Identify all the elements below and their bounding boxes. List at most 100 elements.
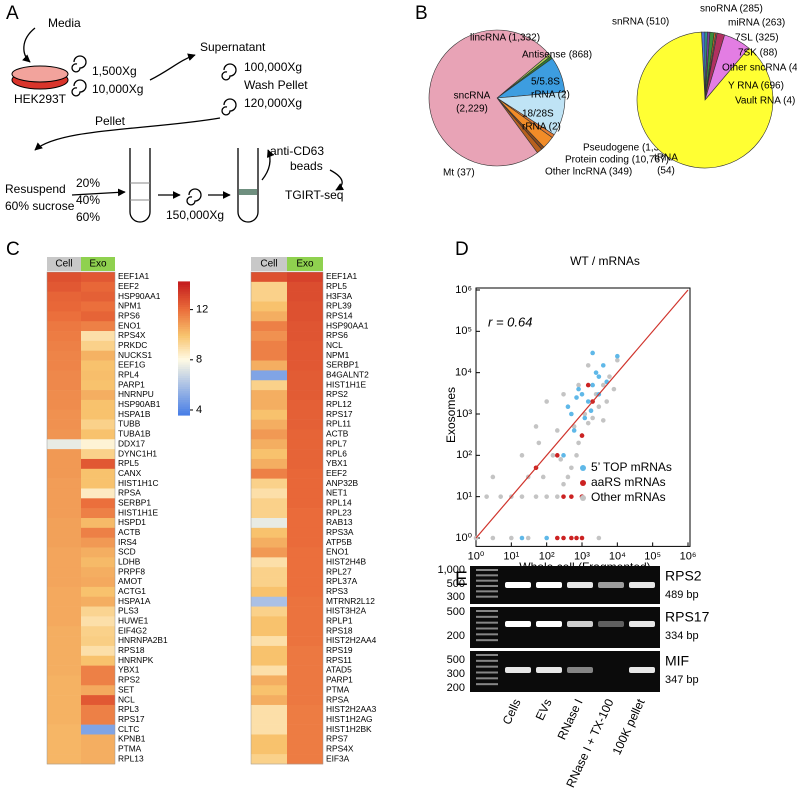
gene-label: HSPA1B: [118, 409, 151, 419]
heatmap-cell: [251, 468, 287, 479]
heatmap-cell: [251, 281, 287, 292]
heatmap-cell: [251, 419, 287, 430]
scatter-point: [585, 363, 591, 368]
colorbar-segment: [178, 352, 190, 356]
heatmap-cell: [251, 390, 287, 401]
workflow-diagram: Media HEK293T 1,500Xg 10,000Xg Supernata…: [5, 16, 345, 224]
gel-band: [629, 667, 655, 673]
heatmap-cell: [47, 331, 81, 342]
heatmap-cell: [251, 645, 287, 657]
ladder-band: [476, 665, 498, 668]
slice-label: tRNA: [654, 153, 678, 164]
gene-label: RPS6: [118, 310, 140, 320]
heatmap-cell: [81, 291, 115, 302]
heatmap-cell: [251, 478, 287, 489]
colorbar-segment: [178, 347, 190, 352]
heatmap-cell: [287, 439, 323, 450]
heatmap-cell: [287, 714, 323, 725]
step-label: 150,000Xg: [166, 208, 224, 222]
gene-label: PRPF8: [118, 566, 145, 576]
scatter-point: [555, 494, 560, 499]
heatmap-cell: [251, 527, 287, 538]
gene-label: RPS17: [118, 714, 145, 724]
heatmap-cell: [251, 606, 287, 617]
scatter-point: [569, 494, 574, 499]
ladder-band: [476, 574, 498, 577]
lane-label: EVs: [533, 697, 555, 723]
ladder-label: 200: [447, 682, 465, 694]
heatmap-cell: [251, 586, 287, 598]
gene-label: RPL39: [326, 301, 352, 311]
panel-label: B: [415, 3, 428, 24]
gradient-label: 60%: [76, 210, 100, 224]
heatmap-cell: [47, 390, 81, 401]
gene-label: KPNB1: [118, 734, 146, 744]
heatmap-cell: [287, 331, 323, 342]
scatter-point: [555, 428, 560, 433]
pie-slice: [428, 29, 550, 167]
heatmap-cell: [47, 685, 81, 696]
arrow: [149, 53, 196, 81]
heatmap-cell: [287, 577, 323, 588]
gene-label: ENO1: [118, 320, 141, 330]
gene-label: HIST2H2AA3: [326, 704, 377, 714]
gene-label: EEF1G: [118, 360, 145, 370]
heatmap-cell: [81, 577, 115, 588]
gene-label: NPM1: [326, 350, 350, 360]
scatter-point: [561, 535, 566, 541]
heatmap-cell: [81, 567, 115, 578]
gel-band: [536, 667, 562, 673]
slice-label: Antisense (868): [522, 50, 592, 61]
heatmap-cell: [47, 478, 81, 489]
heatmap-cell: [287, 409, 323, 420]
heatmap-cell: [251, 449, 287, 460]
scatter-point: [544, 399, 549, 404]
spin-icon: [221, 63, 237, 81]
heatmap-cell: [81, 498, 115, 509]
tube-layer: [239, 189, 257, 195]
heatmap-cell: [47, 429, 81, 440]
scatter-point: [579, 535, 585, 541]
scatter-point: [561, 453, 566, 458]
heatmap-cell: [287, 301, 323, 312]
heatmap-cell: [251, 321, 287, 332]
scatter-point: [585, 382, 591, 388]
gene-label: HSPA1A: [118, 596, 151, 606]
gene-label: PARP1: [118, 379, 145, 389]
heatmap-cell: [81, 636, 115, 647]
colorbar-segment: [178, 403, 190, 407]
heatmap-cell: [287, 370, 323, 381]
heatmap-cell: [287, 321, 323, 332]
heatmap-cell: [251, 340, 287, 352]
heatmap-cell: [47, 488, 81, 499]
heatmap-cell: [287, 498, 323, 509]
colorbar-segment: [178, 363, 190, 367]
gene-label: PTMA: [118, 743, 142, 753]
spin-icon: [221, 98, 237, 116]
gel-strip: [470, 651, 660, 692]
gene-label: LDHB: [118, 556, 141, 566]
scatter-point: [536, 440, 542, 446]
scatter-point: [525, 535, 531, 541]
y-tick-label: 10⁴: [455, 367, 472, 379]
scatter-point: [490, 535, 496, 541]
gel-band: [629, 582, 655, 588]
colorbar-segment: [178, 314, 190, 319]
heatmap-cell: [47, 724, 81, 735]
scatter-point: [596, 374, 602, 379]
heatmap-cell: [47, 606, 81, 617]
scatter-point: [565, 474, 571, 480]
scatter-point: [604, 399, 609, 404]
column-header: [251, 257, 287, 271]
spin-icon: [186, 188, 202, 206]
scatter-point: [579, 391, 585, 397]
panel-label: E: [455, 569, 468, 590]
heatmap-cell: [287, 665, 323, 676]
gene-label: RPS19: [326, 645, 353, 655]
heatmap-cell: [81, 508, 115, 519]
colorbar-segment: [178, 325, 190, 330]
gel-band: [598, 621, 624, 627]
ladder-label: 1,000: [437, 564, 465, 576]
heatmap-cell: [81, 370, 115, 381]
